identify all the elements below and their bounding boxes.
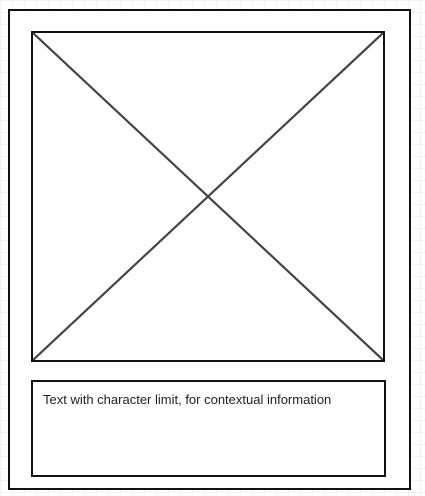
caption-text: Text with character limit, for contextua… [43, 392, 332, 407]
caption-text-box: Text with character limit, for contextua… [31, 380, 386, 477]
x-line-ascending [33, 33, 383, 360]
image-placeholder-x-icon [33, 33, 383, 360]
card-wireframe: Text with character limit, for contextua… [8, 9, 411, 490]
image-placeholder [31, 31, 385, 362]
